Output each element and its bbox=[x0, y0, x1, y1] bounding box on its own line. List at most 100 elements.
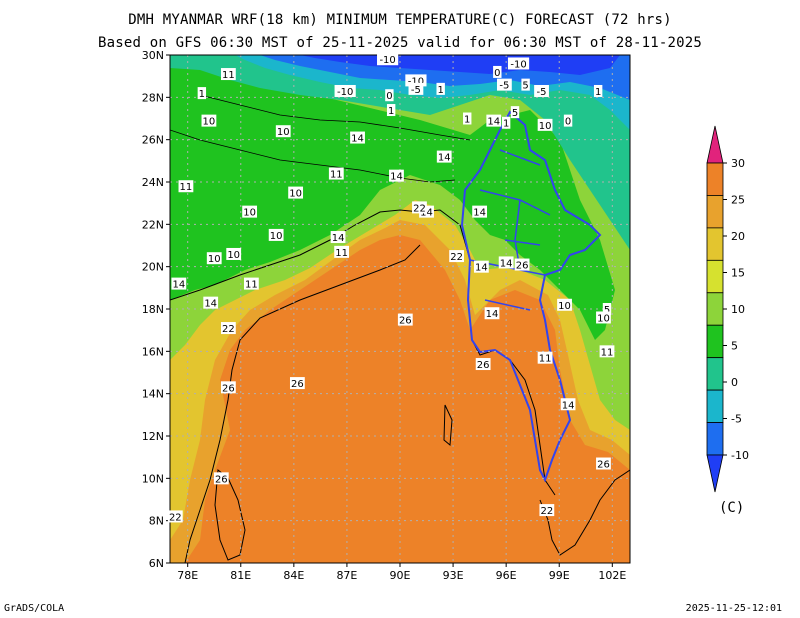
contour-label: -5 bbox=[499, 81, 509, 92]
contour-label: 11 bbox=[335, 248, 348, 259]
contour-label-bg bbox=[473, 260, 489, 273]
contour-label: 22 bbox=[413, 203, 426, 214]
contour-label: 0 bbox=[386, 91, 392, 102]
contour-label-bg bbox=[377, 53, 399, 66]
lat-lon-grid bbox=[170, 55, 630, 563]
contour-label: 1 bbox=[388, 106, 394, 117]
contour-label: 14 bbox=[204, 299, 217, 310]
contour-label: 14 bbox=[332, 233, 345, 244]
lat-tick-label: 10N bbox=[142, 472, 164, 485]
coastline-india-east bbox=[184, 244, 421, 563]
colorbar-tick-label: 5 bbox=[731, 340, 738, 353]
contour-label: 10 bbox=[208, 254, 221, 265]
contour-label-bg bbox=[389, 169, 404, 182]
contour-label-bg bbox=[486, 114, 502, 127]
lat-tick-label: 12N bbox=[142, 430, 164, 443]
colorbar-tick-label: -5 bbox=[731, 413, 742, 426]
colorbar: 30 25 20 15 10 5 0 -5 -10 bbox=[706, 125, 749, 493]
contour-label-bg bbox=[206, 252, 222, 265]
contour-label: 11 bbox=[539, 354, 552, 365]
lat-tick-label: 28N bbox=[142, 91, 164, 104]
contour-label: 10 bbox=[243, 208, 256, 219]
contour-label-bg bbox=[226, 247, 242, 260]
contour-label-bg bbox=[599, 345, 615, 358]
contour-label: 1 bbox=[438, 85, 444, 96]
contour-label: 11 bbox=[330, 170, 343, 181]
contour-label: 22 bbox=[540, 506, 553, 517]
contour-label-bg bbox=[463, 112, 472, 125]
contour-label: 10 bbox=[203, 117, 216, 128]
contour-line-1 bbox=[170, 129, 456, 183]
contour-label-bg bbox=[475, 358, 491, 371]
contour-label-bg bbox=[596, 311, 611, 324]
contour-label-bg bbox=[386, 104, 396, 117]
contour-label-bg bbox=[537, 351, 553, 364]
contour-line-2 bbox=[199, 94, 471, 141]
contour-label-bg bbox=[412, 201, 427, 214]
contour-label-bg bbox=[537, 118, 553, 131]
contour-label: 5 bbox=[604, 305, 610, 316]
lon-tick-label: 78E bbox=[177, 569, 198, 582]
contour-label-bg bbox=[289, 377, 305, 390]
colorbar-band bbox=[706, 357, 724, 391]
contour-label-bg bbox=[560, 398, 576, 411]
contour-label: -10 bbox=[408, 76, 424, 87]
contour-label: -10 bbox=[379, 55, 395, 66]
contour-label: 0 bbox=[494, 68, 500, 79]
contour-label: 5 bbox=[522, 81, 528, 92]
contour-label-bg bbox=[436, 150, 452, 163]
contour-label: 10 bbox=[227, 250, 240, 261]
colorbar-tick-label: 15 bbox=[731, 267, 745, 280]
lon-tick-label: 87E bbox=[336, 569, 357, 582]
contour-label-bg bbox=[521, 78, 530, 91]
contour-label-bg bbox=[507, 57, 530, 70]
contour-label-bg bbox=[449, 250, 465, 263]
contour-label: 10 bbox=[597, 313, 610, 324]
contour-label: 11 bbox=[601, 347, 614, 358]
contour-label-bg bbox=[496, 78, 512, 91]
contour-label-bg bbox=[213, 472, 229, 485]
contour-label-bg bbox=[275, 125, 291, 138]
lon-tick-label: 84E bbox=[283, 569, 304, 582]
contour-label-bg bbox=[330, 231, 346, 244]
contour-label-bg bbox=[334, 84, 356, 97]
colorbar-band bbox=[706, 162, 724, 196]
contour-label: 1 bbox=[595, 87, 601, 98]
contour-label: 0 bbox=[565, 117, 571, 128]
lon-tick-label: 93E bbox=[443, 569, 464, 582]
contour-label: 10 bbox=[277, 127, 290, 138]
colorbar-tick-label: 0 bbox=[731, 376, 738, 389]
lat-tick-label: 22N bbox=[142, 218, 164, 231]
contour-label-bg bbox=[220, 322, 236, 335]
contour-label-bg bbox=[197, 87, 207, 100]
contour-label-bg bbox=[242, 205, 258, 218]
contour-label-bg bbox=[178, 180, 194, 193]
contour-label: 14 bbox=[438, 153, 451, 164]
contour-label-bg bbox=[501, 116, 511, 129]
colorbar-tick-label: -10 bbox=[731, 449, 749, 462]
chart-title: DMH MYANMAR WRF(18 km) MINIMUM TEMPERATU… bbox=[128, 12, 672, 28]
contour-label-bg bbox=[514, 258, 530, 271]
lon-tick-label: 99E bbox=[549, 569, 570, 582]
contour-label-bg bbox=[534, 84, 549, 97]
contour-label: 14 bbox=[500, 258, 513, 269]
colorbar-tick-label: 25 bbox=[731, 194, 745, 207]
contour-label-bg bbox=[408, 82, 424, 95]
contour-label: 14 bbox=[351, 134, 364, 145]
contour-label: 5 bbox=[512, 108, 518, 119]
colorbar-band bbox=[706, 324, 724, 359]
contour-label-bg bbox=[602, 303, 612, 315]
contour-label-bg bbox=[493, 65, 502, 78]
footer-software: GrADS/COLA bbox=[4, 603, 65, 614]
coastline-bay-of-bengal bbox=[170, 209, 556, 496]
contour-label: 26 bbox=[222, 383, 235, 394]
contour-label: 1 bbox=[464, 115, 470, 126]
lat-tick-label: 26N bbox=[142, 134, 164, 147]
contour-label: 14 bbox=[487, 117, 500, 128]
contour-label-bg bbox=[593, 84, 603, 97]
contour-label: 10 bbox=[539, 121, 552, 132]
contour-label: 1 bbox=[199, 89, 205, 100]
contour-label-bg bbox=[385, 89, 394, 102]
contour-label: 14 bbox=[390, 172, 403, 183]
